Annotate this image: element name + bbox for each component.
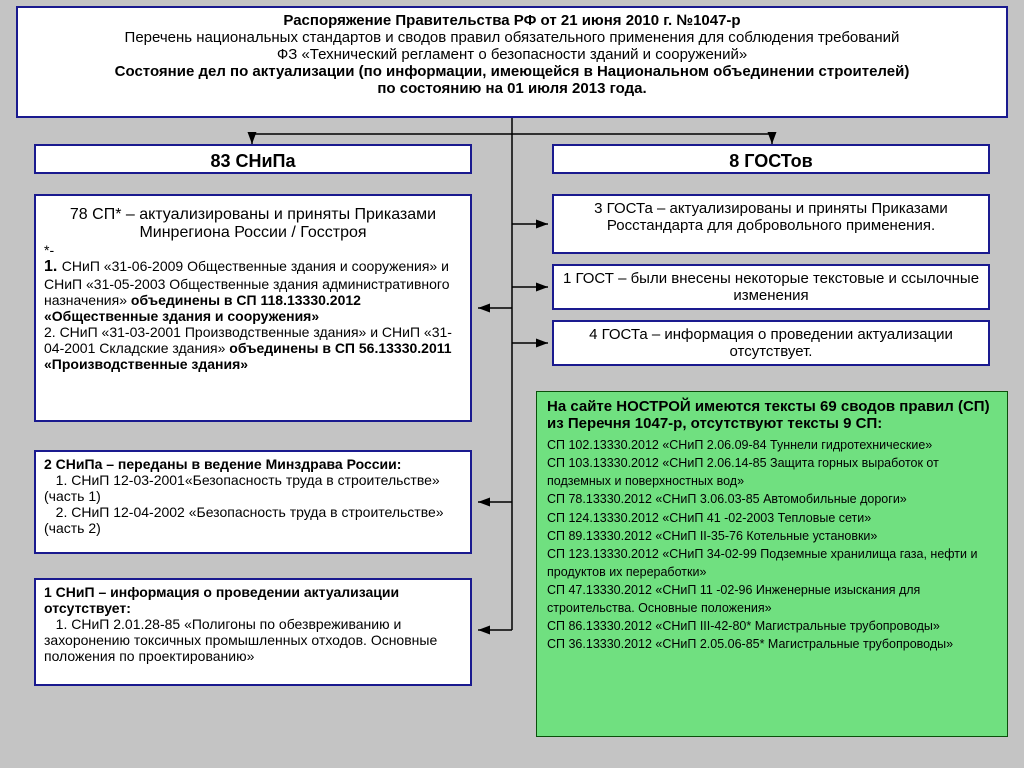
sp-list-item: СП 123.13330.2012 «СНиП 34-02-99 Подземн… <box>547 545 997 581</box>
minzdrav-l1: 1. СНиП 12-03-2001«Безопасность труда в … <box>44 472 462 504</box>
sp-list-item: СП 124.13330.2012 «СНиП 41 -02-2003 Тепл… <box>547 509 997 527</box>
header-line3: ФЗ «Технический регламент о безопасности… <box>26 46 998 63</box>
sp-list-item: СП 102.13330.2012 «СНиП 2.06.09-84 Тунне… <box>547 436 997 454</box>
sp78-head: 78 СП* – актуализированы и приняты Прика… <box>44 200 462 242</box>
header-title: Распоряжение Правительства РФ от 21 июня… <box>26 12 998 29</box>
gost4-box: 4 ГОСТа – информация о проведении актуал… <box>552 320 990 366</box>
minzdrav-head: 2 СНиПа – переданы в ведение Минздрава Р… <box>44 456 462 472</box>
header-line2: Перечень национальных стандартов и сводо… <box>26 29 998 46</box>
sp-list-item: СП 89.13330.2012 «СНиП II-35-76 Котельны… <box>547 527 997 545</box>
gost3-box: 3 ГОСТа – актуализированы и приняты Прик… <box>552 194 990 254</box>
sp78-star: *- <box>44 242 462 258</box>
snip1-l1: 1. СНиП 2.01.28-85 «Полигоны по обезвреж… <box>44 616 462 664</box>
green-list: СП 102.13330.2012 «СНиП 2.06.09-84 Тунне… <box>547 436 997 654</box>
header-line5: по состоянию на 01 июля 2013 года. <box>26 80 998 97</box>
sp-list-item: СП 47.13330.2012 «СНиП 11 -02-96 Инженер… <box>547 581 997 617</box>
header-line4: Состояние дел по актуализации (по информ… <box>26 63 998 80</box>
sp78-item2: 2. СНиП «31-03-2001 Производственные зда… <box>44 324 462 372</box>
header-box: Распоряжение Правительства РФ от 21 июня… <box>16 6 1008 118</box>
green-box: На сайте НОСТРОЙ имеются тексты 69 сводо… <box>536 391 1008 737</box>
sp-list-item: СП 86.13330.2012 «СНиП III-42-80* Магист… <box>547 617 997 635</box>
sp78-box: 78 СП* – актуализированы и приняты Прика… <box>34 194 472 422</box>
sp-list-item: СП 36.13330.2012 «СНиП 2.05.06-85* Магис… <box>547 635 997 653</box>
sp-list-item: СП 103.13330.2012 «СНиП 2.06.14-85 Защит… <box>547 454 997 490</box>
sp78-item1: 1. СНиП «31-06-2009 Общественные здания … <box>44 258 462 324</box>
minzdrav-box: 2 СНиПа – переданы в ведение Минздрава Р… <box>34 450 472 554</box>
snip1-box: 1 СНиП – информация о проведении актуали… <box>34 578 472 686</box>
snip1-head: 1 СНиП – информация о проведении актуали… <box>44 584 462 616</box>
branch-snip: 83 СНиПа <box>34 144 472 174</box>
green-head: На сайте НОСТРОЙ имеются тексты 69 сводо… <box>547 398 997 432</box>
branch-gost: 8 ГОСТов <box>552 144 990 174</box>
sp-list-item: СП 78.13330.2012 «СНиП 3.06.03-85 Автомо… <box>547 490 997 508</box>
minzdrav-l2: 2. СНиП 12-04-2002 «Безопасность труда в… <box>44 504 462 536</box>
gost1-box: 1 ГОСТ – были внесены некоторые текстовы… <box>552 264 990 310</box>
